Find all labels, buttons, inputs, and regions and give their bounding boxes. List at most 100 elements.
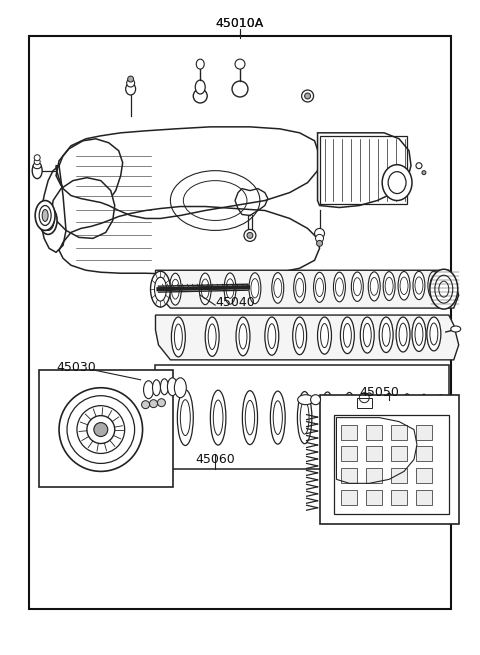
- Polygon shape: [51, 178, 115, 238]
- Ellipse shape: [171, 317, 185, 357]
- Ellipse shape: [155, 277, 167, 301]
- Ellipse shape: [35, 200, 55, 231]
- Ellipse shape: [208, 324, 216, 350]
- Ellipse shape: [370, 278, 378, 295]
- Bar: [416, 447, 432, 461]
- Ellipse shape: [318, 317, 332, 354]
- Ellipse shape: [336, 278, 343, 296]
- Ellipse shape: [353, 278, 361, 296]
- Ellipse shape: [323, 402, 332, 434]
- Bar: [366, 468, 382, 483]
- Circle shape: [301, 90, 313, 102]
- Ellipse shape: [418, 394, 430, 441]
- Ellipse shape: [127, 79, 134, 87]
- Ellipse shape: [201, 279, 209, 299]
- Ellipse shape: [42, 210, 54, 231]
- Bar: [357, 398, 372, 407]
- Text: 45030: 45030: [56, 362, 96, 374]
- Ellipse shape: [437, 403, 444, 432]
- Ellipse shape: [180, 400, 190, 436]
- Ellipse shape: [34, 155, 40, 160]
- Ellipse shape: [268, 324, 276, 348]
- Ellipse shape: [39, 206, 51, 225]
- Ellipse shape: [415, 323, 423, 345]
- Ellipse shape: [398, 272, 410, 300]
- Ellipse shape: [195, 80, 205, 94]
- Ellipse shape: [430, 323, 438, 345]
- Ellipse shape: [144, 381, 154, 399]
- Polygon shape: [56, 139, 123, 206]
- Ellipse shape: [396, 317, 410, 352]
- Ellipse shape: [368, 272, 380, 301]
- Bar: [335, 415, 449, 514]
- Ellipse shape: [435, 275, 453, 303]
- Bar: [416, 491, 432, 505]
- Ellipse shape: [298, 392, 312, 443]
- Ellipse shape: [340, 317, 354, 354]
- Circle shape: [235, 59, 245, 69]
- Ellipse shape: [399, 323, 407, 346]
- Polygon shape: [56, 127, 320, 219]
- Ellipse shape: [379, 317, 393, 352]
- Ellipse shape: [360, 317, 374, 353]
- Ellipse shape: [403, 403, 411, 432]
- Ellipse shape: [45, 214, 51, 227]
- Bar: [156, 365, 449, 470]
- Polygon shape: [318, 133, 411, 208]
- Ellipse shape: [151, 271, 170, 307]
- Ellipse shape: [412, 317, 426, 352]
- Ellipse shape: [321, 392, 335, 443]
- Bar: [391, 468, 407, 483]
- Ellipse shape: [272, 272, 284, 303]
- Ellipse shape: [351, 272, 363, 301]
- Ellipse shape: [153, 380, 160, 396]
- Ellipse shape: [296, 278, 304, 297]
- Bar: [341, 468, 357, 483]
- Polygon shape: [41, 166, 66, 252]
- Circle shape: [416, 162, 422, 169]
- Ellipse shape: [430, 269, 458, 309]
- Circle shape: [422, 171, 426, 175]
- Ellipse shape: [213, 400, 223, 435]
- Ellipse shape: [427, 317, 441, 351]
- Bar: [341, 491, 357, 505]
- Circle shape: [142, 401, 150, 409]
- Ellipse shape: [415, 277, 423, 294]
- Ellipse shape: [239, 324, 247, 349]
- Ellipse shape: [210, 390, 226, 445]
- Ellipse shape: [294, 272, 306, 303]
- Bar: [341, 424, 357, 440]
- Ellipse shape: [39, 206, 57, 234]
- Bar: [416, 468, 432, 483]
- Ellipse shape: [249, 272, 261, 304]
- Ellipse shape: [199, 273, 211, 305]
- Circle shape: [157, 399, 166, 407]
- Ellipse shape: [265, 317, 279, 355]
- Ellipse shape: [274, 278, 282, 297]
- Ellipse shape: [168, 378, 178, 396]
- Bar: [320, 395, 459, 524]
- Ellipse shape: [451, 326, 461, 332]
- Ellipse shape: [362, 393, 376, 442]
- Circle shape: [244, 229, 256, 241]
- Text: 45010A: 45010A: [216, 17, 264, 29]
- Ellipse shape: [382, 324, 390, 346]
- Circle shape: [67, 396, 134, 464]
- Ellipse shape: [160, 379, 168, 395]
- Ellipse shape: [435, 395, 447, 441]
- Circle shape: [232, 81, 248, 97]
- Ellipse shape: [428, 271, 440, 299]
- Text: 45010A: 45010A: [216, 17, 264, 29]
- Bar: [391, 491, 407, 505]
- Bar: [341, 447, 357, 461]
- Circle shape: [193, 89, 207, 103]
- Ellipse shape: [293, 317, 307, 355]
- Ellipse shape: [126, 83, 136, 95]
- Ellipse shape: [321, 324, 328, 348]
- Ellipse shape: [311, 395, 321, 405]
- Ellipse shape: [388, 172, 406, 194]
- Polygon shape: [156, 315, 459, 360]
- Ellipse shape: [363, 324, 371, 346]
- Circle shape: [316, 240, 323, 246]
- Ellipse shape: [205, 317, 219, 356]
